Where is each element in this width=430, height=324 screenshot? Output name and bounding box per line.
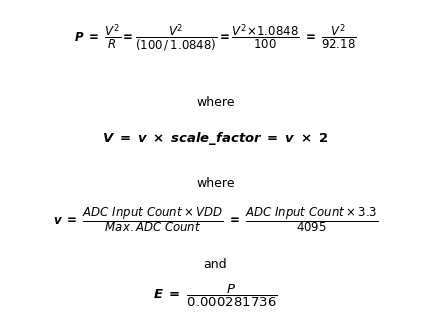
Text: $\boldsymbol{P\ =\ \dfrac{V^2}{R} =\dfrac{V^2}{(100\,/\,1.0848)} =\dfrac{V^2 \!\: $\boldsymbol{P\ =\ \dfrac{V^2}{R} =\dfra…	[74, 23, 356, 54]
Text: $\boldsymbol{E\ =\ \dfrac{P}{0.000281736}}$: $\boldsymbol{E\ =\ \dfrac{P}{0.000281736…	[153, 283, 277, 309]
Text: $\boldsymbol{v\ =\ \dfrac{ADC\ Input\ Count \times VDD}{Max.ADC\ Count}\ =\ \dfr: $\boldsymbol{v\ =\ \dfrac{ADC\ Input\ Co…	[53, 206, 377, 235]
Text: where: where	[196, 96, 234, 109]
Text: where: where	[196, 177, 234, 190]
Text: and: and	[203, 258, 227, 271]
Text: $\boldsymbol{V\ =\ v\ \times\ scale\_factor\ =\ v\ \times\ 2}$: $\boldsymbol{V\ =\ v\ \times\ scale\_fac…	[102, 130, 328, 146]
